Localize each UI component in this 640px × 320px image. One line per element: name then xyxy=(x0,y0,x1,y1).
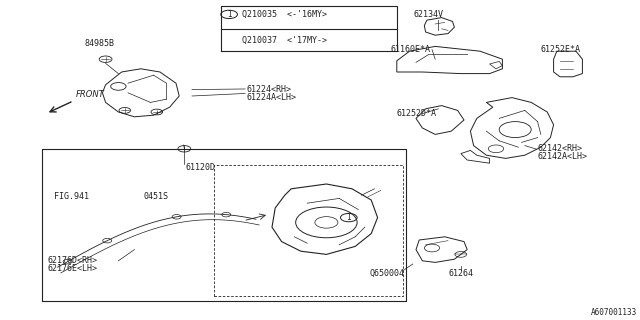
Text: 62134V: 62134V xyxy=(414,10,444,19)
Text: 61160E*A: 61160E*A xyxy=(390,45,430,54)
Text: Q650004: Q650004 xyxy=(370,269,404,278)
Text: 61224<RH>: 61224<RH> xyxy=(246,85,291,94)
Text: 61252D*A: 61252D*A xyxy=(397,109,437,118)
Text: FRONT: FRONT xyxy=(76,90,104,99)
Text: A607001133: A607001133 xyxy=(591,308,637,317)
Text: 62142<RH>: 62142<RH> xyxy=(538,144,582,153)
Text: 62176E<LH>: 62176E<LH> xyxy=(48,264,98,273)
Text: 0451S: 0451S xyxy=(144,192,169,201)
Text: Q210037  <'17MY->: Q210037 <'17MY-> xyxy=(242,36,327,44)
Text: 61264: 61264 xyxy=(448,269,474,278)
Text: Q210035  <-'16MY>: Q210035 <-'16MY> xyxy=(242,10,327,19)
Text: 61224A<LH>: 61224A<LH> xyxy=(246,93,296,102)
Text: 62176D<RH>: 62176D<RH> xyxy=(48,256,98,265)
Text: 62142A<LH>: 62142A<LH> xyxy=(538,152,588,161)
Text: 61252E*A: 61252E*A xyxy=(541,45,581,54)
Text: 84985B: 84985B xyxy=(84,39,114,48)
Text: 1: 1 xyxy=(346,213,351,222)
Text: 1: 1 xyxy=(227,10,232,19)
Text: 61120D: 61120D xyxy=(186,164,216,172)
Text: FIG.941: FIG.941 xyxy=(54,192,90,201)
